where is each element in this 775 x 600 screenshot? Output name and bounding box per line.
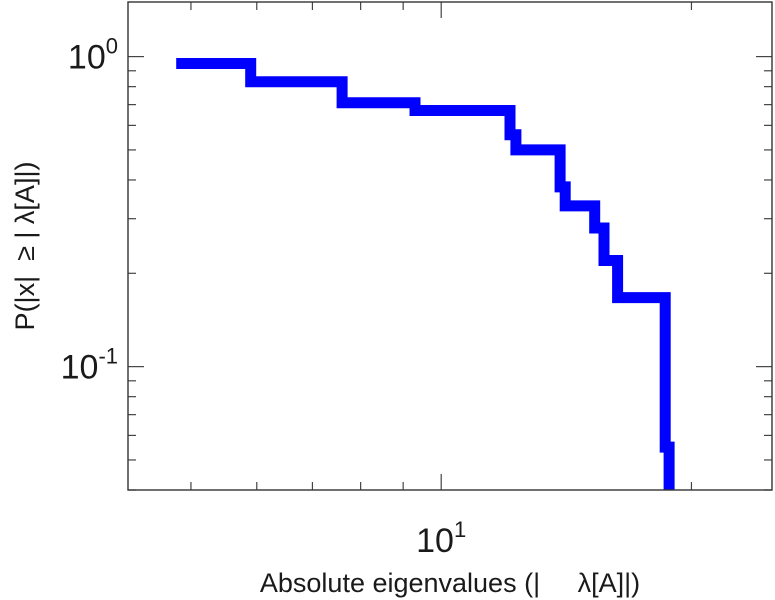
x-tick-label: 101 xyxy=(416,517,466,560)
plot-frame xyxy=(127,1,773,491)
y-axis-label: P(|x| ≥ | λ[A]|) xyxy=(10,162,40,331)
tick-labels: 101 100 10-1 xyxy=(61,34,467,560)
x-axis-label: Absolute eigenvalues (| λ[A]|) xyxy=(260,568,640,598)
series-step-line xyxy=(176,58,675,490)
axis-ticks xyxy=(128,2,772,491)
series-layer xyxy=(176,58,675,490)
y-tick-label: 10-1 xyxy=(61,344,118,387)
y-tick-label: 100 xyxy=(68,34,118,77)
